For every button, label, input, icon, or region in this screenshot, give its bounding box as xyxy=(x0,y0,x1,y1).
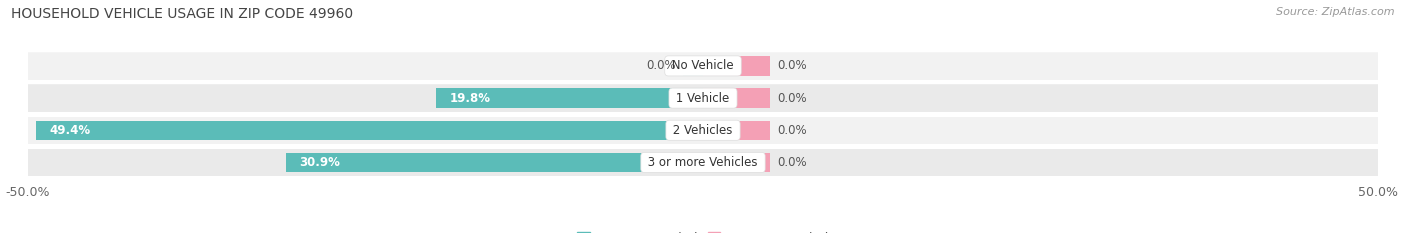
Text: 0.0%: 0.0% xyxy=(778,156,807,169)
Text: HOUSEHOLD VEHICLE USAGE IN ZIP CODE 49960: HOUSEHOLD VEHICLE USAGE IN ZIP CODE 4996… xyxy=(11,7,353,21)
Text: 30.9%: 30.9% xyxy=(299,156,340,169)
Bar xyxy=(37,121,703,140)
Bar xyxy=(436,89,703,108)
Bar xyxy=(703,153,770,172)
Bar xyxy=(703,121,770,140)
Text: 1 Vehicle: 1 Vehicle xyxy=(672,92,734,105)
Text: 2 Vehicles: 2 Vehicles xyxy=(669,124,737,137)
Text: 19.8%: 19.8% xyxy=(450,92,491,105)
Bar xyxy=(703,56,770,75)
Legend: Owner-occupied, Renter-occupied: Owner-occupied, Renter-occupied xyxy=(572,227,834,233)
Bar xyxy=(28,52,1378,80)
Text: 49.4%: 49.4% xyxy=(49,124,91,137)
Bar xyxy=(683,56,703,75)
Bar xyxy=(28,116,1378,144)
Text: No Vehicle: No Vehicle xyxy=(668,59,738,72)
Text: 0.0%: 0.0% xyxy=(778,124,807,137)
Text: 3 or more Vehicles: 3 or more Vehicles xyxy=(644,156,762,169)
Bar xyxy=(28,84,1378,112)
Bar xyxy=(285,153,703,172)
Bar xyxy=(703,89,770,108)
Text: 0.0%: 0.0% xyxy=(778,59,807,72)
Text: 0.0%: 0.0% xyxy=(778,92,807,105)
Text: 0.0%: 0.0% xyxy=(647,59,676,72)
Text: Source: ZipAtlas.com: Source: ZipAtlas.com xyxy=(1277,7,1395,17)
Bar xyxy=(28,149,1378,176)
